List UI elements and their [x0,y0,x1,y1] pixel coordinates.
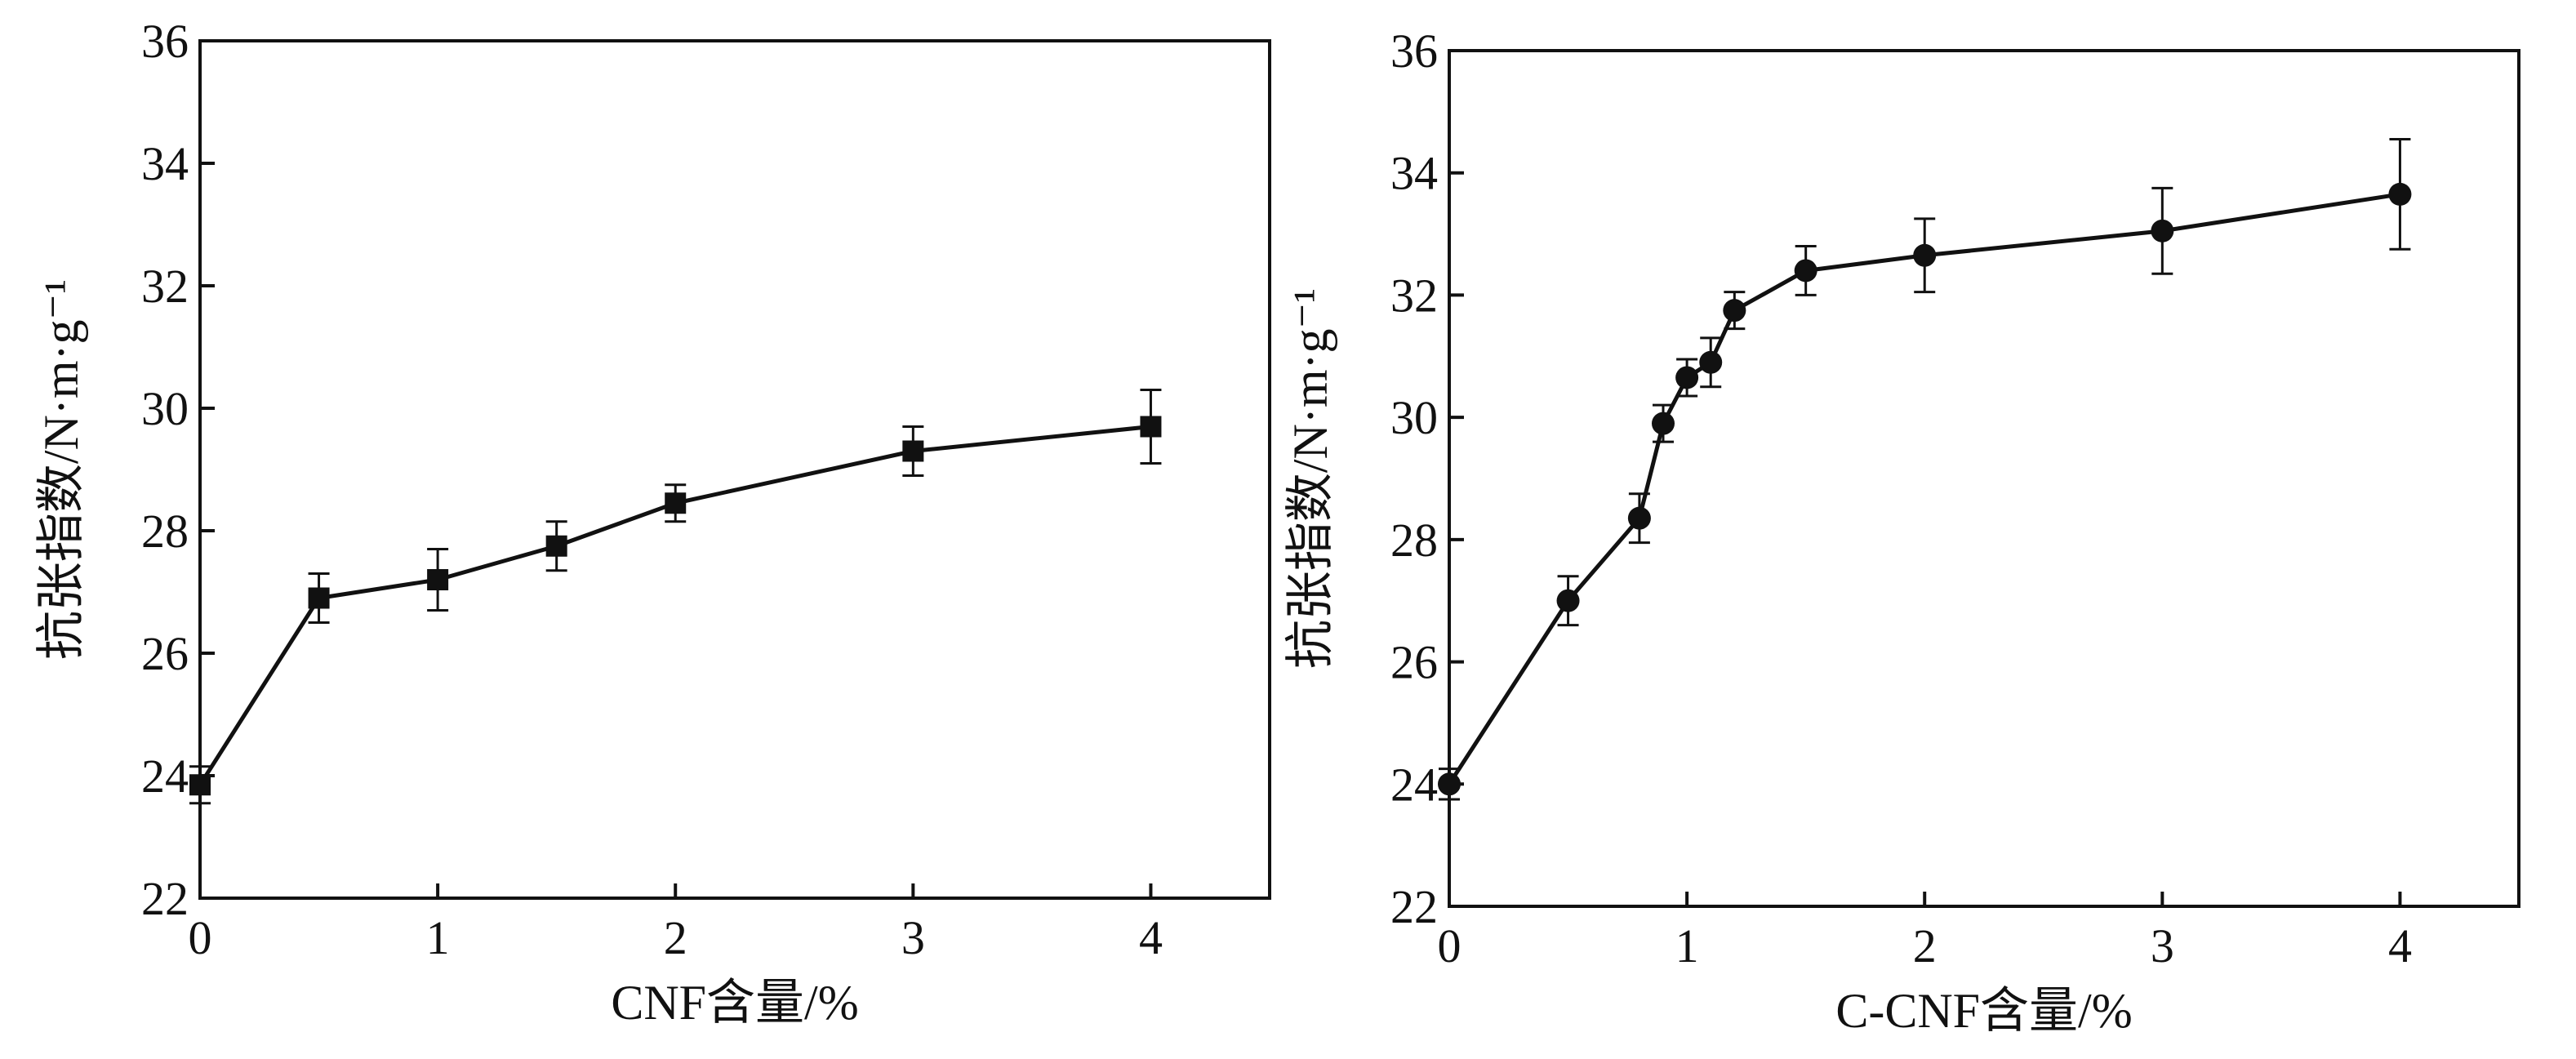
data-point [545,535,567,557]
x-tick-label: 4 [2388,919,2412,972]
x-tick-label: 3 [2151,919,2174,972]
data-point [665,492,687,514]
data-point [1140,416,1162,438]
x-axis-label: C-CNF含量/% [1835,984,2132,1038]
y-axis-label: 抗张指数/N·m·g⁻¹ [1284,288,1337,669]
y-tick-label: 26 [1390,636,1438,689]
y-tick-label: 28 [141,505,189,558]
x-tick-label: 4 [1139,911,1163,964]
x-tick-label: 0 [189,911,212,964]
y-tick-label: 22 [141,872,189,925]
y-tick-label: 32 [1390,269,1438,322]
x-tick-label: 1 [426,911,450,964]
y-tick-label: 32 [141,260,189,313]
y-tick-label: 24 [141,750,189,803]
data-point [1699,350,1723,374]
data-point [2388,182,2412,206]
plot-frame [198,39,1271,900]
y-tick-label: 36 [1390,24,1438,78]
data-point [1438,772,1461,796]
y-axis-label: 抗张指数/N·m·g⁻¹ [34,279,88,660]
y-tick-label: 22 [1390,880,1438,933]
data-point [1556,589,1580,612]
data-point [1794,259,1817,283]
y-tick-label: 34 [141,137,189,190]
data-point [1913,243,1937,267]
data-point [427,569,449,590]
data-point [1652,412,1675,435]
x-axis-label: CNF含量/% [611,976,858,1030]
x-tick-label: 0 [1438,919,1462,972]
y-tick-label: 28 [1390,514,1438,567]
data-point [1675,366,1699,389]
x-tick-label: 1 [1675,919,1699,972]
data-point [1723,299,1746,323]
y-tick-label: 30 [1390,391,1438,444]
y-tick-label: 36 [141,15,189,68]
y-tick-label: 30 [141,382,189,435]
x-tick-label: 3 [901,911,925,964]
x-tick-label: 2 [664,911,687,964]
data-point [1627,506,1651,530]
y-tick-label: 24 [1390,758,1438,811]
x-tick-label: 2 [1913,919,1937,972]
series-line [198,425,1151,786]
y-tick-label: 26 [141,627,189,680]
data-point [308,587,330,609]
data-point [189,774,211,796]
y-tick-label: 34 [1390,147,1438,200]
data-point [2151,219,2174,243]
plot-frame [1448,49,2520,908]
data-point [902,440,924,462]
